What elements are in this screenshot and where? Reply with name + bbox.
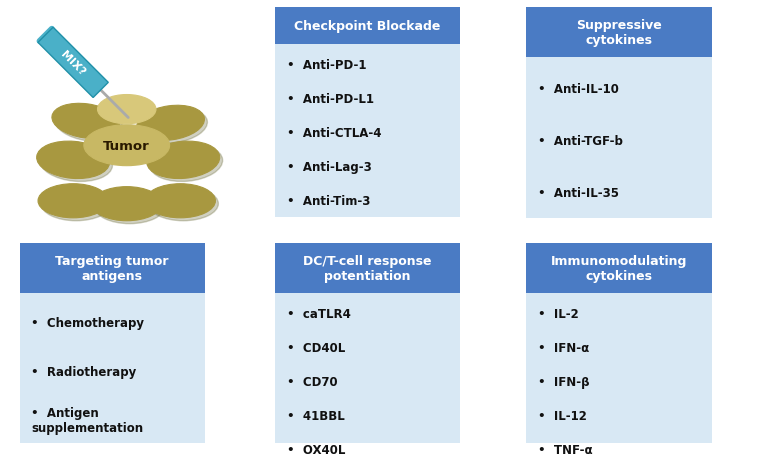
Text: •  Anti-Lag-3: • Anti-Lag-3	[286, 161, 371, 173]
Text: •  IL-12: • IL-12	[538, 410, 587, 422]
Text: Checkpoint Blockade: Checkpoint Blockade	[294, 20, 441, 33]
Ellipse shape	[140, 109, 208, 144]
Text: •  Anti-CTLA-4: • Anti-CTLA-4	[286, 126, 381, 140]
FancyBboxPatch shape	[38, 28, 108, 98]
Text: •  Anti-PD-L1: • Anti-PD-L1	[286, 92, 374, 106]
Ellipse shape	[55, 107, 123, 142]
Text: •  Anti-IL-35: • Anti-IL-35	[538, 187, 619, 199]
Text: •  Antigen
supplementation: • Antigen supplementation	[31, 406, 144, 434]
Text: •  Anti-TGF-b: • Anti-TGF-b	[538, 135, 623, 148]
Text: •  CD70: • CD70	[286, 375, 337, 389]
Ellipse shape	[38, 184, 108, 218]
Text: •  caTLR4: • caTLR4	[286, 308, 350, 321]
Text: •  OX40L: • OX40L	[286, 443, 345, 455]
Bar	[527, 243, 712, 294]
Bar	[275, 294, 460, 455]
Ellipse shape	[150, 145, 222, 182]
Text: •  TNF-α: • TNF-α	[538, 443, 593, 455]
Text: •  Anti-Tim-3: • Anti-Tim-3	[286, 194, 370, 207]
Ellipse shape	[148, 187, 218, 221]
Bar	[275, 243, 460, 294]
Ellipse shape	[39, 145, 113, 182]
Text: •  IL-2: • IL-2	[538, 308, 579, 321]
Bar	[275, 45, 460, 218]
Text: •  Radiotherapy: • Radiotherapy	[31, 365, 137, 378]
Ellipse shape	[94, 190, 164, 224]
Text: •  41BBL: • 41BBL	[286, 410, 344, 422]
Text: Tumor: Tumor	[103, 139, 150, 152]
Bar	[527, 294, 712, 455]
Text: MIX?: MIX?	[59, 49, 87, 77]
Ellipse shape	[52, 104, 120, 139]
Ellipse shape	[97, 95, 156, 125]
Ellipse shape	[147, 142, 220, 179]
Bar	[527, 8, 712, 58]
Text: •  Anti-IL-10: • Anti-IL-10	[538, 83, 619, 96]
Text: •  Chemotherapy: • Chemotherapy	[31, 316, 144, 329]
Text: •  IFN-β: • IFN-β	[538, 375, 590, 389]
Ellipse shape	[145, 184, 215, 218]
Text: •  CD40L: • CD40L	[286, 342, 345, 354]
Text: Suppressive
cytokines: Suppressive cytokines	[576, 19, 662, 47]
Bar	[527, 58, 712, 219]
Text: Immunomodulating
cytokines: Immunomodulating cytokines	[550, 254, 687, 283]
Text: •  Anti-PD-1: • Anti-PD-1	[286, 59, 366, 71]
Bar	[19, 243, 205, 294]
Ellipse shape	[92, 187, 162, 221]
Ellipse shape	[41, 187, 111, 221]
Bar	[19, 294, 205, 445]
Text: DC/T-cell response
potentiation: DC/T-cell response potentiation	[303, 254, 432, 283]
Text: Targeting tumor
antigens: Targeting tumor antigens	[56, 254, 169, 283]
Ellipse shape	[84, 126, 170, 167]
Bar	[275, 8, 460, 45]
Ellipse shape	[137, 106, 205, 141]
Text: •  IFN-α: • IFN-α	[538, 342, 589, 354]
Ellipse shape	[37, 142, 110, 179]
